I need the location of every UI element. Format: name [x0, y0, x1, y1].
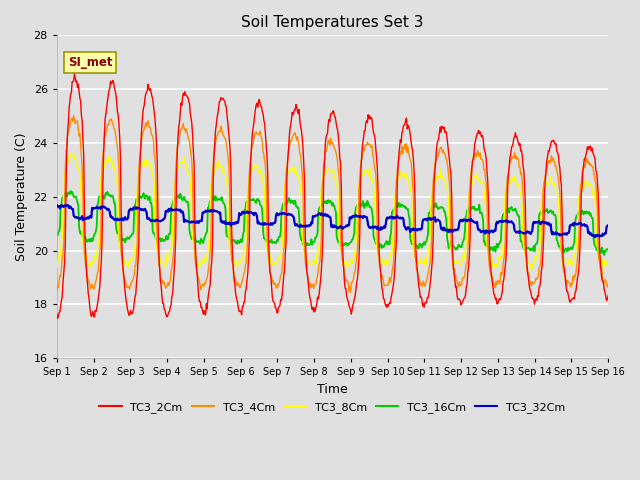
- X-axis label: Time: Time: [317, 383, 348, 396]
- Y-axis label: Soil Temperature (C): Soil Temperature (C): [15, 132, 28, 261]
- Legend: TC3_2Cm, TC3_4Cm, TC3_8Cm, TC3_16Cm, TC3_32Cm: TC3_2Cm, TC3_4Cm, TC3_8Cm, TC3_16Cm, TC3…: [95, 397, 570, 417]
- Text: SI_met: SI_met: [68, 56, 113, 69]
- Title: Soil Temperatures Set 3: Soil Temperatures Set 3: [241, 15, 424, 30]
